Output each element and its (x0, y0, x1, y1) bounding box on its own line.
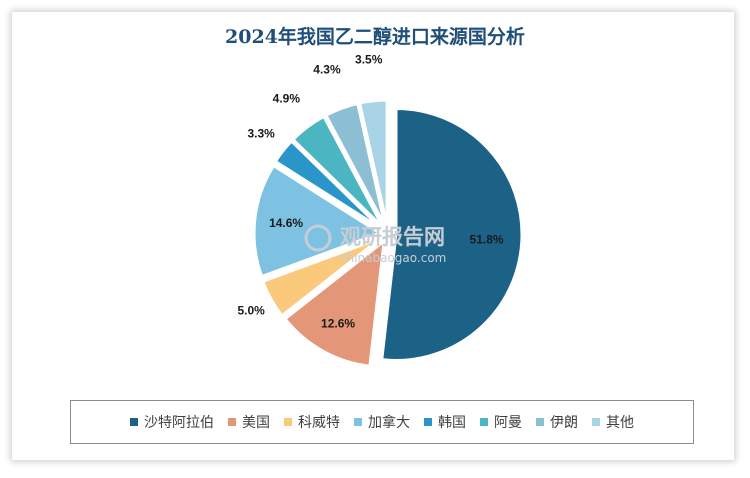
data-label: 14.6% (269, 216, 303, 230)
pie-slice (290, 114, 385, 229)
legend-swatch (354, 418, 362, 426)
data-label: 3.5% (355, 52, 383, 66)
legend-label: 韩国 (438, 415, 466, 431)
legend-item: 加拿大 (354, 412, 410, 432)
legend-item: 阿曼 (480, 412, 522, 432)
pie-slice (323, 101, 387, 228)
data-label: 12.6% (321, 317, 355, 331)
pie-slice (282, 237, 386, 368)
chart-title: 2024年我国乙二醇进口来源国分析 (225, 26, 525, 48)
legend-label: 美国 (242, 415, 270, 431)
legend-item: 韩国 (424, 412, 466, 432)
pie-slice (252, 163, 384, 279)
legend-swatch (424, 418, 432, 426)
data-label: 5.0% (237, 303, 265, 317)
legend-swatch (130, 418, 138, 426)
legend-label: 沙特阿拉伯 (144, 415, 214, 431)
legend-swatch (228, 418, 236, 426)
watermark: 观研报告网 chinabaogao.com (304, 224, 446, 265)
legend-label: 阿曼 (494, 415, 522, 431)
data-label: 51.8% (470, 233, 504, 247)
pie-slice (357, 98, 389, 227)
legend: 沙特阿拉伯 美国 科威特 加拿大 韩国 阿曼 伊朗 其他 (70, 400, 694, 444)
legend-swatch (480, 418, 488, 426)
watermark-logo-icon (304, 224, 332, 252)
legend-label: 科威特 (298, 415, 340, 431)
legend-swatch (536, 418, 544, 426)
legend-item: 伊朗 (536, 412, 578, 432)
legend-item: 美国 (228, 412, 270, 432)
data-label: 4.9% (273, 92, 301, 106)
legend-item: 其他 (592, 412, 634, 432)
legend-item: 沙特阿拉伯 (130, 412, 214, 432)
pie-slice (273, 138, 383, 231)
legend-item: 科威特 (284, 412, 340, 432)
legend-label: 加拿大 (368, 415, 410, 431)
data-label: 4.3% (313, 62, 341, 76)
watermark-brand: 观研报告网 (340, 225, 445, 249)
pie-slice (380, 106, 524, 362)
legend-swatch (592, 418, 600, 426)
legend-label: 其他 (606, 415, 634, 431)
legend-label: 伊朗 (550, 415, 578, 431)
legend-swatch (284, 418, 292, 426)
watermark-url: chinabaogao.com (340, 251, 446, 265)
pie-slice (260, 236, 382, 318)
data-label: 3.3% (247, 127, 275, 141)
